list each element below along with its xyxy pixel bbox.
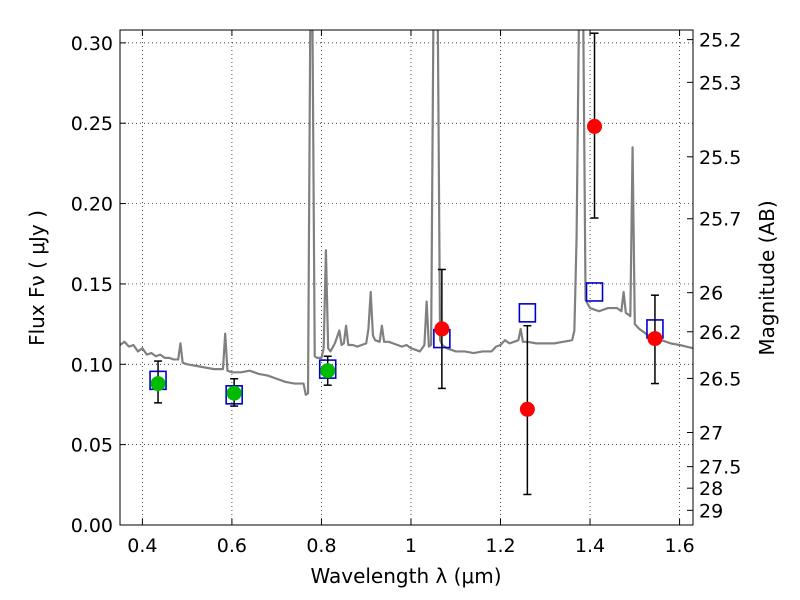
x-tick-label: 1.6 — [664, 535, 694, 557]
mag-tick-label: 26 — [699, 283, 723, 305]
plot-frame — [119, 29, 694, 526]
mag-tick-label: 26.5 — [699, 368, 741, 390]
y-tick-label: 0.05 — [71, 435, 113, 457]
y-axis-label: Flux Fν ( μJy ) — [25, 210, 49, 346]
mag-tick-label: 26.2 — [699, 322, 741, 344]
mag-tick-label: 29 — [699, 500, 723, 522]
plot-background — [120, 30, 693, 525]
y-tick-label: 0.00 — [71, 515, 113, 537]
mag-tick-label: 25.5 — [699, 147, 741, 169]
spectrum-line — [120, 30, 693, 396]
mag-tick-label: 27 — [699, 423, 723, 445]
mag-tick-label: 27.5 — [699, 457, 741, 479]
series-layer — [120, 30, 693, 496]
ticks — [120, 30, 693, 526]
model-photometry-square — [518, 303, 537, 323]
x-tick-label: 0.8 — [306, 535, 336, 557]
observed-point — [519, 401, 535, 417]
observed-point — [320, 363, 336, 379]
observed-point — [150, 376, 166, 392]
grid — [120, 30, 693, 526]
observed-point — [587, 118, 603, 134]
x-tick-label: 0.4 — [127, 535, 157, 557]
y-tick-label: 0.10 — [71, 354, 113, 376]
mag-tick-label: 28 — [699, 478, 723, 500]
y-tick-label: 0.15 — [71, 274, 113, 296]
y-axis-right-label: Magnitude (AB) — [755, 200, 779, 355]
mag-tick-label: 25.2 — [699, 30, 741, 52]
observed-point — [226, 385, 242, 401]
observed-point — [647, 331, 663, 347]
x-tick-label: 1.2 — [485, 535, 515, 557]
model-photometry-square — [585, 282, 604, 302]
mag-tick-label: 25.3 — [699, 72, 741, 94]
tick-labels: 0.4 0.6 0.8 1 1.2 1.4 1.6 0.00 0.05 0.10 0.15 0.20 0… — [71, 30, 742, 557]
x-axis-label: Wavelength λ (μm) — [310, 564, 501, 588]
x-tick-label: 1.4 — [575, 535, 605, 557]
y-tick-label: 0.30 — [71, 33, 113, 55]
mag-tick-label: 25.7 — [699, 209, 741, 231]
x-tick-label: 1 — [405, 535, 417, 557]
x-tick-label: 0.6 — [217, 535, 247, 557]
observed-point — [434, 321, 450, 337]
y-tick-label: 0.25 — [71, 113, 113, 135]
y-tick-label: 0.20 — [71, 194, 113, 216]
